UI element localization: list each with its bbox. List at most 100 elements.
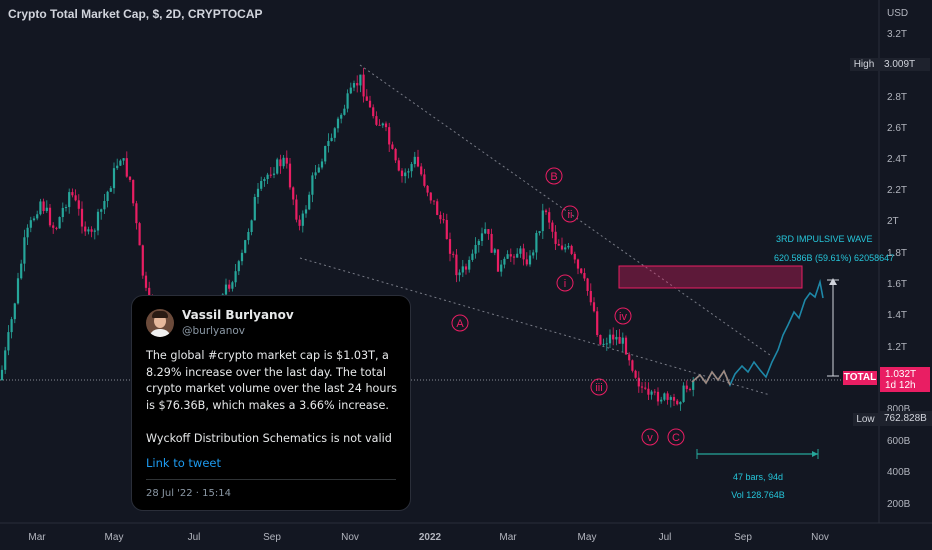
tweet-body: The global #crypto market cap is $1.03T,… (146, 349, 397, 445)
candle-body (36, 214, 39, 219)
candle-body (468, 259, 471, 270)
candle-body (368, 100, 372, 108)
low-label: Low (853, 413, 878, 426)
time-tick: Nov (341, 532, 359, 543)
candle-body (247, 231, 250, 241)
candle-body (132, 179, 135, 204)
time-axis[interactable]: Mar May Jul Sep Nov 2022 Mar May Jul Sep… (28, 532, 829, 543)
candle-body (282, 157, 285, 167)
candle-body (532, 252, 535, 256)
candle-body (544, 210, 548, 213)
candle-body (48, 207, 52, 226)
candle-body (128, 176, 132, 180)
candle-body (596, 311, 599, 335)
candle-body (263, 179, 266, 182)
wave-label-B: B (545, 167, 563, 185)
candle-body (477, 240, 480, 245)
candle-body (231, 282, 234, 289)
symbol-label: TOTAL (843, 371, 877, 385)
candle-body (336, 118, 340, 129)
candle-body (112, 168, 116, 189)
candle-body (439, 214, 442, 220)
candle-body (244, 240, 247, 253)
candle-body (80, 208, 84, 227)
candle-body (64, 207, 68, 209)
candle-body (253, 196, 256, 221)
candle-body (663, 393, 666, 400)
price-tick: 3.2T (887, 29, 907, 40)
candle-body (77, 200, 80, 209)
candle-body (432, 200, 436, 202)
candle-body (420, 166, 423, 175)
candle-body (618, 336, 621, 344)
price-tick: 1.2T (887, 342, 907, 353)
candle-body (560, 245, 564, 250)
svg-text:i: i (564, 278, 566, 290)
time-tick: Jul (188, 532, 201, 543)
tweet-date: 28 Jul '22 · 15:14 (146, 488, 231, 499)
candle-body (29, 220, 32, 228)
candle-body (426, 185, 429, 193)
svg-text:B: B (550, 171, 557, 183)
wave-label-iv: iv (614, 307, 632, 325)
candle-body (100, 209, 103, 212)
candle-body (484, 229, 487, 234)
candle-body (391, 144, 394, 149)
candle-body (423, 174, 426, 186)
candle-body (458, 272, 461, 276)
candle-body (525, 259, 528, 265)
candle-body (61, 207, 64, 218)
candle-body (548, 212, 551, 223)
candle-body (650, 391, 653, 395)
price-tick: 2.4T (887, 154, 907, 165)
candle-body (592, 302, 596, 312)
avatar[interactable] (146, 309, 174, 337)
candle-body (688, 388, 692, 390)
candle-body (320, 161, 324, 168)
time-tick: 2022 (419, 532, 442, 543)
candle-body (144, 275, 148, 288)
candle-body (634, 370, 637, 378)
candle-body (295, 199, 298, 220)
candle-body (266, 174, 269, 180)
tweet-author-handle[interactable]: @burlyanov (182, 325, 245, 337)
candle-body (496, 249, 500, 272)
candle-body (557, 243, 560, 246)
tweet-link[interactable]: Link to tweet (146, 456, 221, 470)
candle-body (394, 148, 397, 161)
candle-body (298, 219, 301, 226)
svg-text:iii: iii (595, 382, 602, 394)
tweet-card[interactable]: Vassil Burlyanov @burlyanov The global #… (131, 295, 411, 511)
candle-body (400, 170, 404, 177)
wave-label-A: A (451, 314, 469, 332)
candle-body (628, 354, 631, 361)
tweet-author-name[interactable]: Vassil Burlyanov (182, 308, 294, 322)
candle-body (474, 244, 477, 254)
candle-body (42, 201, 45, 212)
candle-body (311, 175, 314, 195)
candle-body (692, 380, 695, 390)
candle-body (352, 83, 356, 88)
current-price-value: 1.032T (885, 369, 917, 380)
svg-text:v: v (647, 432, 653, 444)
candle-body (416, 156, 420, 167)
candle-body (666, 393, 669, 400)
candle-body (135, 203, 138, 224)
candle-body (647, 388, 650, 395)
resistance-zone[interactable] (618, 265, 803, 289)
time-tick: May (578, 532, 597, 543)
price-axis[interactable]: USD 3.2T 2.8T 2.6T 2.4T 2.2T 2T 1.8T 1.6… (887, 8, 911, 510)
candle-body (615, 336, 618, 340)
candle-body (608, 334, 612, 344)
candle-body (378, 124, 381, 126)
candle-body (564, 247, 567, 250)
candle-body (551, 222, 554, 232)
candle-body (612, 334, 615, 340)
candle-body (52, 225, 55, 228)
candle-body (381, 123, 384, 126)
candle-body (250, 220, 253, 232)
candle-body (528, 255, 532, 265)
candle-body (407, 171, 410, 173)
candle-body (640, 386, 644, 388)
candle-body (490, 233, 493, 253)
